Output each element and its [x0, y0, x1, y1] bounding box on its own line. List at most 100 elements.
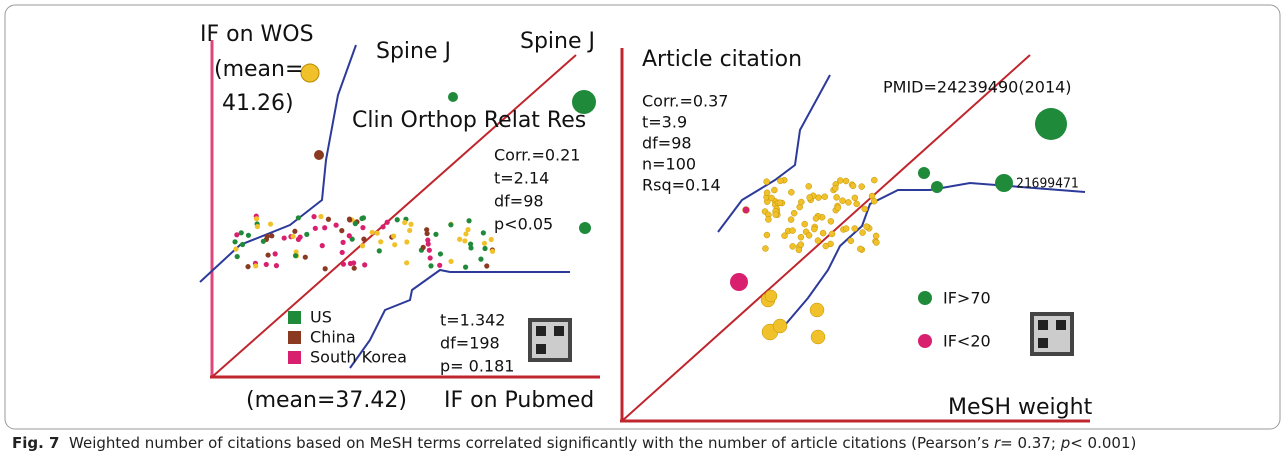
stat: t=1.342 — [440, 311, 505, 330]
dot — [851, 225, 858, 232]
dot — [404, 260, 410, 266]
dot — [304, 231, 310, 237]
dot — [369, 229, 375, 235]
dot — [384, 219, 390, 225]
dot — [425, 241, 431, 247]
dot — [811, 225, 818, 233]
dot — [821, 193, 829, 200]
dot — [873, 239, 880, 246]
dot — [267, 221, 274, 227]
dot — [402, 219, 408, 226]
stat: p<0.05 — [494, 215, 553, 234]
dot — [842, 225, 850, 232]
dot — [392, 242, 398, 248]
dot — [482, 245, 488, 252]
dot — [245, 264, 251, 270]
dot — [814, 237, 822, 244]
dot — [269, 233, 275, 239]
dot — [380, 224, 386, 230]
dot — [346, 233, 352, 239]
dot — [391, 233, 397, 239]
dot — [768, 194, 775, 202]
dot — [789, 243, 796, 250]
diagonal — [211, 54, 577, 378]
dot — [847, 237, 855, 245]
dot — [918, 167, 930, 179]
dot — [466, 218, 472, 224]
dot — [253, 263, 259, 269]
dot — [805, 232, 813, 239]
dot — [488, 236, 494, 243]
dot — [448, 258, 454, 264]
dot — [448, 222, 454, 228]
dot — [849, 182, 857, 190]
dot — [318, 213, 324, 220]
dot — [742, 206, 750, 214]
legend-label: IF>70 — [943, 289, 991, 308]
dot — [463, 231, 469, 237]
stat: n=100 — [642, 155, 696, 174]
caption-label: Fig. 7 — [12, 434, 60, 452]
upper-bound — [717, 74, 831, 233]
dot — [232, 239, 238, 245]
dot — [806, 194, 813, 201]
dot — [931, 181, 943, 193]
point-label: 21699471 — [1016, 177, 1079, 192]
dot — [234, 232, 240, 238]
dot — [349, 236, 355, 242]
dot — [254, 223, 260, 230]
dot — [347, 260, 354, 267]
dot — [425, 237, 431, 243]
dot — [339, 228, 345, 234]
stat: df=198 — [440, 334, 500, 353]
dot — [239, 241, 246, 248]
dot — [292, 253, 299, 259]
dot — [437, 251, 444, 257]
stat: t=3.9 — [642, 113, 687, 132]
caption-text: = 0.37; — [1000, 434, 1061, 452]
dot — [352, 221, 358, 227]
legend-label: South Korea — [310, 348, 407, 367]
qr-code — [528, 318, 572, 362]
dot — [763, 231, 771, 239]
stat: Corr.=0.21 — [494, 146, 580, 165]
dot — [853, 200, 860, 208]
dot — [797, 233, 805, 241]
dot — [872, 232, 880, 240]
legend-swatch — [288, 351, 301, 364]
dot — [730, 273, 748, 291]
lower-bound — [784, 181, 1086, 326]
dot — [918, 334, 932, 348]
dot — [918, 291, 932, 305]
dot — [798, 198, 805, 206]
legend-swatch — [288, 331, 301, 344]
dot — [311, 214, 317, 220]
stat: df=98 — [642, 134, 692, 153]
legend-swatch — [288, 311, 301, 324]
dot — [462, 238, 468, 244]
dot — [424, 230, 430, 237]
symbol: r — [993, 434, 1001, 452]
dot — [427, 255, 433, 261]
dot — [788, 189, 795, 196]
dot — [870, 176, 878, 184]
dot — [300, 63, 320, 83]
mean: (mean=37.42) — [246, 388, 407, 413]
dot — [797, 241, 805, 248]
dot — [314, 150, 324, 160]
dot — [361, 236, 367, 242]
dot — [465, 226, 471, 233]
dot — [822, 242, 829, 250]
dots — [232, 176, 880, 345]
point-label: Clin Orthop Relat Res — [352, 108, 586, 133]
dot — [424, 227, 430, 233]
dot — [789, 227, 796, 234]
dot — [322, 225, 328, 231]
diagonal — [621, 54, 1031, 422]
dot — [810, 329, 826, 345]
legend-label: US — [310, 308, 332, 327]
dot — [374, 230, 380, 236]
point-label: PMID=24239490(2014) — [883, 78, 1072, 97]
dot — [572, 90, 596, 114]
